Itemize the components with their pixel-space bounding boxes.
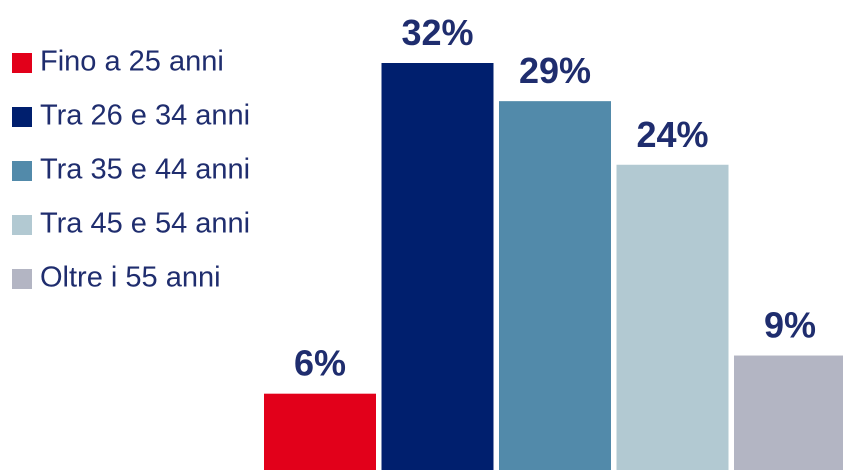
legend-marker — [12, 107, 32, 127]
legend-text: Fino a 25 anni — [40, 46, 224, 78]
legend-text: Oltre i 55 anni — [40, 262, 221, 294]
legend-marker — [12, 161, 32, 181]
legend-text: Tra 35 e 44 anni — [40, 154, 250, 186]
legend-text: Tra 26 e 34 anni — [40, 100, 250, 132]
bar — [499, 101, 611, 470]
legend-text: Tra 45 e 54 anni — [40, 208, 250, 240]
value-label: 24% — [636, 114, 708, 155]
value-label: 9% — [764, 305, 816, 346]
bar — [264, 393, 376, 470]
bar — [381, 63, 494, 470]
bar — [734, 355, 843, 470]
legend-marker — [12, 215, 32, 235]
legend-marker — [12, 53, 32, 73]
value-label: 6% — [294, 343, 346, 384]
value-label: 32% — [401, 12, 473, 53]
value-label: 29% — [519, 50, 591, 91]
legend-marker — [12, 269, 32, 289]
bar — [616, 164, 729, 470]
